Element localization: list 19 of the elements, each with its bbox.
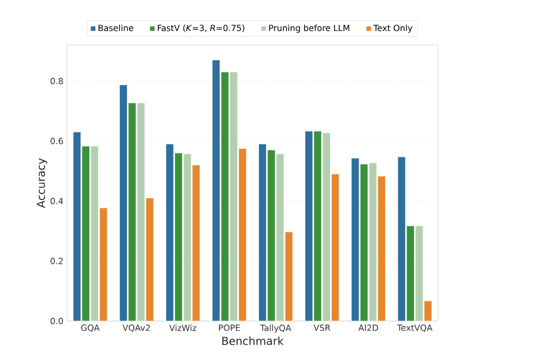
legend-label: Baseline: [98, 24, 134, 32]
x-tick-label: POPE: [219, 324, 240, 331]
x-tick-label: TallyQA: [260, 324, 292, 333]
y-tick-label: 0.0: [50, 318, 63, 324]
y-tick-label: 0.6: [50, 138, 63, 144]
legend-label: Text Only: [373, 24, 412, 33]
y-tick-label: 0.4: [50, 198, 63, 204]
y-tick-label: 0.2: [50, 258, 63, 264]
x-axis-title: Benchmark: [222, 336, 284, 346]
x-tick-label: VSR: [314, 324, 330, 331]
x-tick-label: TextVQA: [397, 324, 432, 332]
y-tick-label: 0.8: [50, 78, 63, 84]
x-tick-label: AI2D: [358, 324, 378, 331]
x-tick-label: GQA: [81, 324, 100, 332]
x-tick-label: VizWiz: [169, 324, 196, 331]
legend-label: Pruning before LLM: [269, 24, 350, 33]
legend-label: FastV (K=3, R=0.75): [158, 24, 244, 32]
y-axis-title: Accuracy: [36, 158, 48, 208]
x-tick-label: VQAv2: [122, 324, 150, 332]
